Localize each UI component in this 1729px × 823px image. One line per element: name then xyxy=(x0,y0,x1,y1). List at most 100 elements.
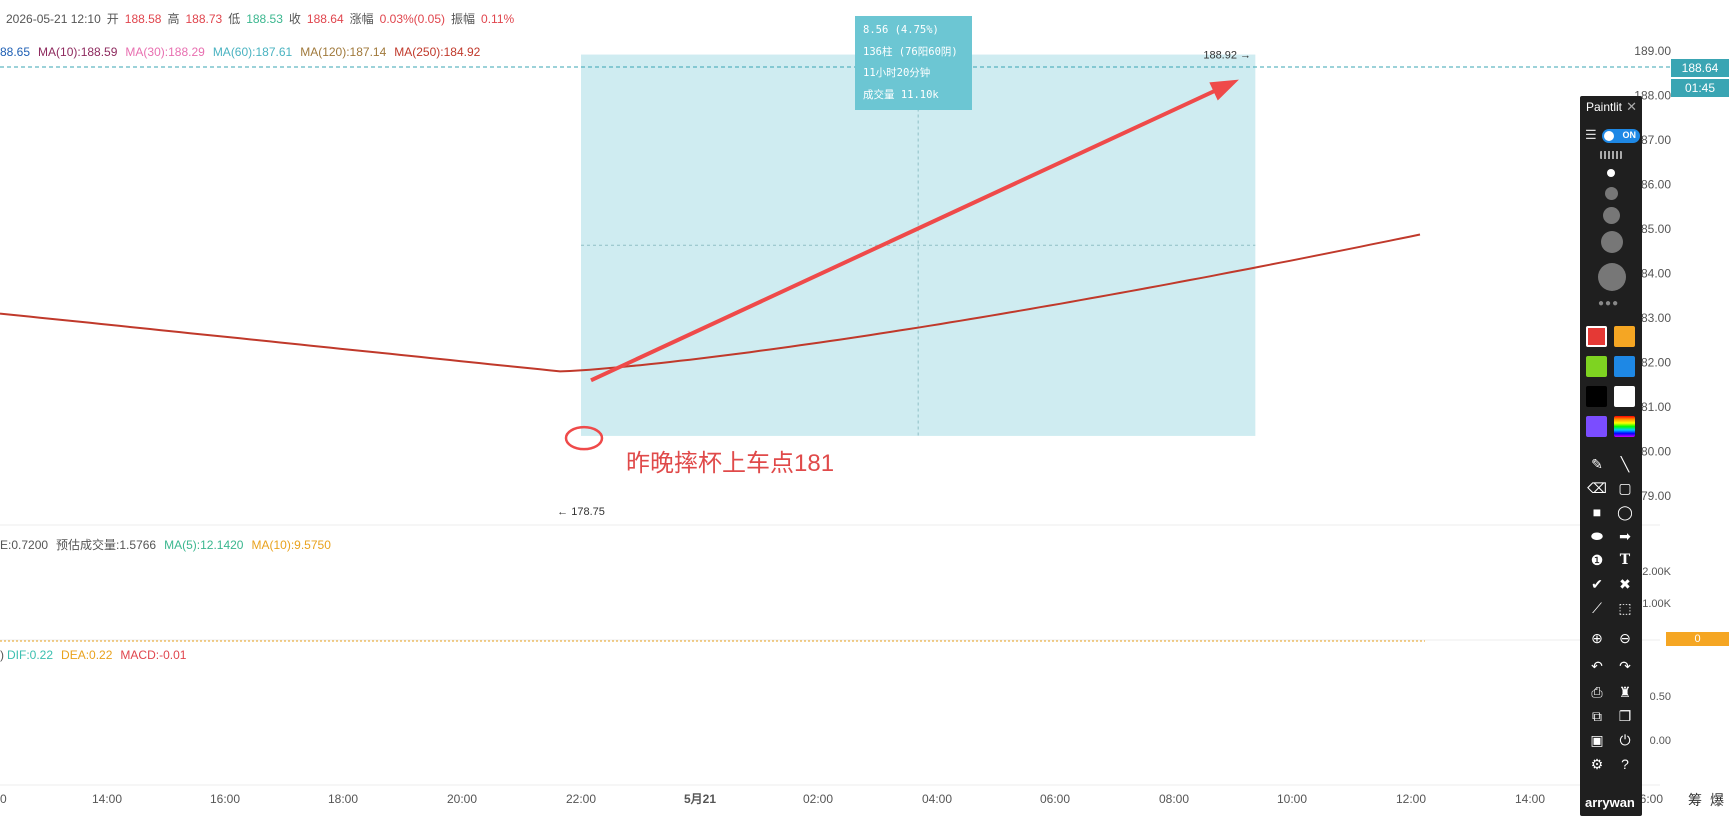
change-value: 0.03%(0.05) xyxy=(379,12,446,26)
color-swatch-2[interactable] xyxy=(1614,326,1635,347)
vol-estimate: 预估成交量:1.5766 xyxy=(56,538,157,552)
zoom-out-icon[interactable]: ⊖ xyxy=(1619,630,1631,646)
power-icon[interactable]: ⏻ xyxy=(1619,732,1631,748)
price-axis-label: 185.00 xyxy=(1634,222,1671,236)
help-icon[interactable]: ? xyxy=(1621,756,1629,772)
color-swatch-1[interactable] xyxy=(1586,326,1607,347)
check-icon[interactable]: ✔ xyxy=(1591,576,1603,592)
redo-icon[interactable]: ↷ xyxy=(1619,658,1631,674)
volume-legend: E:0.7200 预估成交量:1.5766 MA(5):12.1420 MA(10):… xyxy=(0,536,339,553)
countdown-tag: 01:45 xyxy=(1671,79,1729,97)
undo-icon[interactable]: ↶ xyxy=(1591,658,1603,674)
brush-size-5-icon[interactable] xyxy=(1598,263,1626,291)
dea-value: DEA:0.22 xyxy=(61,648,113,662)
ma5-legend: 88.65 xyxy=(0,45,31,59)
new-page-icon[interactable]: ⧉ xyxy=(1592,708,1602,724)
list-icon[interactable]: ☰ xyxy=(1585,127,1597,142)
close-value: 188.64 xyxy=(306,12,344,26)
toolbar-brand: arrywan xyxy=(1585,795,1635,810)
price-axis-label: 180.00 xyxy=(1634,445,1671,459)
print-icon[interactable]: ⎙ xyxy=(1591,684,1603,700)
time-axis-label: 16:00 xyxy=(210,792,240,806)
volume-axis-label: 1.00K xyxy=(1642,598,1671,610)
burst-tab[interactable]: 爆 xyxy=(1710,792,1724,808)
save-icon[interactable]: ▣ xyxy=(1590,732,1604,748)
paintlit-toolbar[interactable]: Paintlit ✕ ☰ ON ●●● ✎ ╲ ⌫ ▢ ■ ◯ ⬬ ➡ ❶ T … xyxy=(1580,96,1642,816)
color-swatch-8[interactable] xyxy=(1614,416,1635,437)
time-axis-label: 08:00 xyxy=(1159,792,1189,806)
color-swatch-6[interactable] xyxy=(1614,386,1635,407)
stamp-icon[interactable]: ♜ xyxy=(1618,684,1632,700)
price-axis-label: 183.00 xyxy=(1634,311,1671,325)
time-axis-label: 14:00 xyxy=(92,792,122,806)
brush-size-3-icon[interactable] xyxy=(1603,207,1620,224)
high-marker: 188.92 → xyxy=(1203,50,1251,62)
vol-ma10: MA(10):9.5750 xyxy=(251,538,331,552)
size-slider-icon[interactable] xyxy=(1600,151,1622,159)
ma-legend: 88.65 MA(10):188.59 MA(30):188.29 MA(60):18… xyxy=(0,45,488,59)
time-axis-label: 06:00 xyxy=(1040,792,1070,806)
macd-axis-label: 0.00 xyxy=(1650,735,1671,747)
time-axis-label: 12:00 xyxy=(1396,792,1426,806)
vol-ma5: MA(5):12.1420 xyxy=(164,538,244,552)
ma30-legend: MA(30):188.29 xyxy=(125,45,205,59)
marker-icon[interactable]: ❶ xyxy=(1590,552,1604,568)
eraser-icon[interactable]: ⌫ xyxy=(1587,480,1607,496)
time-axis-label: 14:00 xyxy=(1515,792,1545,806)
vol-legend-value: E:0.7200 xyxy=(0,538,49,552)
ma120-legend: MA(120):187.14 xyxy=(300,45,387,59)
tooltip-change: 8.56 (4.75%) xyxy=(863,24,939,36)
color-swatch-3[interactable] xyxy=(1586,356,1607,377)
macd-legend: ) DIF:0.22 DEA:0.22 MACD:-0.01 xyxy=(0,648,187,662)
high-value: 188.73 xyxy=(185,12,223,26)
cross-icon[interactable]: ✖ xyxy=(1619,576,1631,592)
filled-rectangle-icon[interactable]: ■ xyxy=(1592,504,1602,520)
dif-value: DIF:0.22 xyxy=(7,648,54,662)
select-icon[interactable]: ⬚ xyxy=(1618,600,1632,616)
time-axis-label: 0 xyxy=(0,792,7,806)
brush-size-2-icon[interactable] xyxy=(1605,187,1618,200)
copy-icon[interactable]: ❐ xyxy=(1618,708,1632,724)
gear-icon[interactable]: ⚙ xyxy=(1590,756,1604,772)
time-axis-label: 18:00 xyxy=(328,792,358,806)
brush-size-4-icon[interactable] xyxy=(1601,231,1623,253)
macd-axis-label: 0.50 xyxy=(1650,691,1671,703)
eyedropper-icon[interactable]: ⟋ xyxy=(1592,600,1602,616)
trend-arrow xyxy=(590,80,1235,383)
arrow-icon[interactable]: ➡ xyxy=(1619,528,1631,544)
ma250-line xyxy=(0,233,1421,373)
macd-value: MACD:-0.01 xyxy=(120,648,187,662)
rectangle-icon[interactable]: ▢ xyxy=(1618,480,1632,496)
pencil-icon[interactable]: ✎ xyxy=(1591,456,1603,472)
bar-datetime: 2026-05-21 12:10 xyxy=(6,12,101,26)
ma250-legend: MA(250):184.92 xyxy=(394,45,481,59)
more-sizes-icon[interactable]: ●●● xyxy=(1598,298,1620,309)
toolbar-title: Paintlit xyxy=(1586,100,1623,114)
tooltip-duration: 11小时20分钟 xyxy=(863,67,931,79)
price-axis-label: 189.00 xyxy=(1634,44,1671,58)
filled-ellipse-icon[interactable]: ⬬ xyxy=(1591,528,1603,544)
price-axis-label: 181.00 xyxy=(1634,400,1671,414)
price-axis-label: 188.00 xyxy=(1634,89,1671,103)
volume-axis-label: 2.00K xyxy=(1642,566,1671,578)
entry-circle xyxy=(564,425,604,451)
line-icon[interactable]: ╲ xyxy=(1620,456,1630,472)
tooltip-volume: 成交量 11.10k xyxy=(863,88,939,101)
ma10-legend: MA(10):188.59 xyxy=(38,45,118,59)
time-axis-label: 04:00 xyxy=(922,792,952,806)
time-axis-label: 5月21 xyxy=(684,792,716,806)
toggle-row: ☰ ON xyxy=(1585,127,1640,143)
close-icon[interactable]: ✕ xyxy=(1626,99,1637,114)
price-axis-label: 182.00 xyxy=(1634,356,1671,370)
color-swatch-4[interactable] xyxy=(1614,356,1635,377)
chip-distribution-tab[interactable]: 筹 xyxy=(1688,792,1702,808)
power-toggle[interactable]: ON xyxy=(1602,128,1640,143)
ellipse-icon[interactable]: ◯ xyxy=(1617,504,1633,520)
brush-size-1-icon[interactable] xyxy=(1607,169,1615,177)
zoom-in-icon[interactable]: ⊕ xyxy=(1591,630,1603,646)
color-swatch-7[interactable] xyxy=(1586,416,1607,437)
time-axis-label: 02:00 xyxy=(803,792,833,806)
text-icon[interactable]: T xyxy=(1619,552,1631,568)
color-swatch-5[interactable] xyxy=(1586,386,1607,407)
